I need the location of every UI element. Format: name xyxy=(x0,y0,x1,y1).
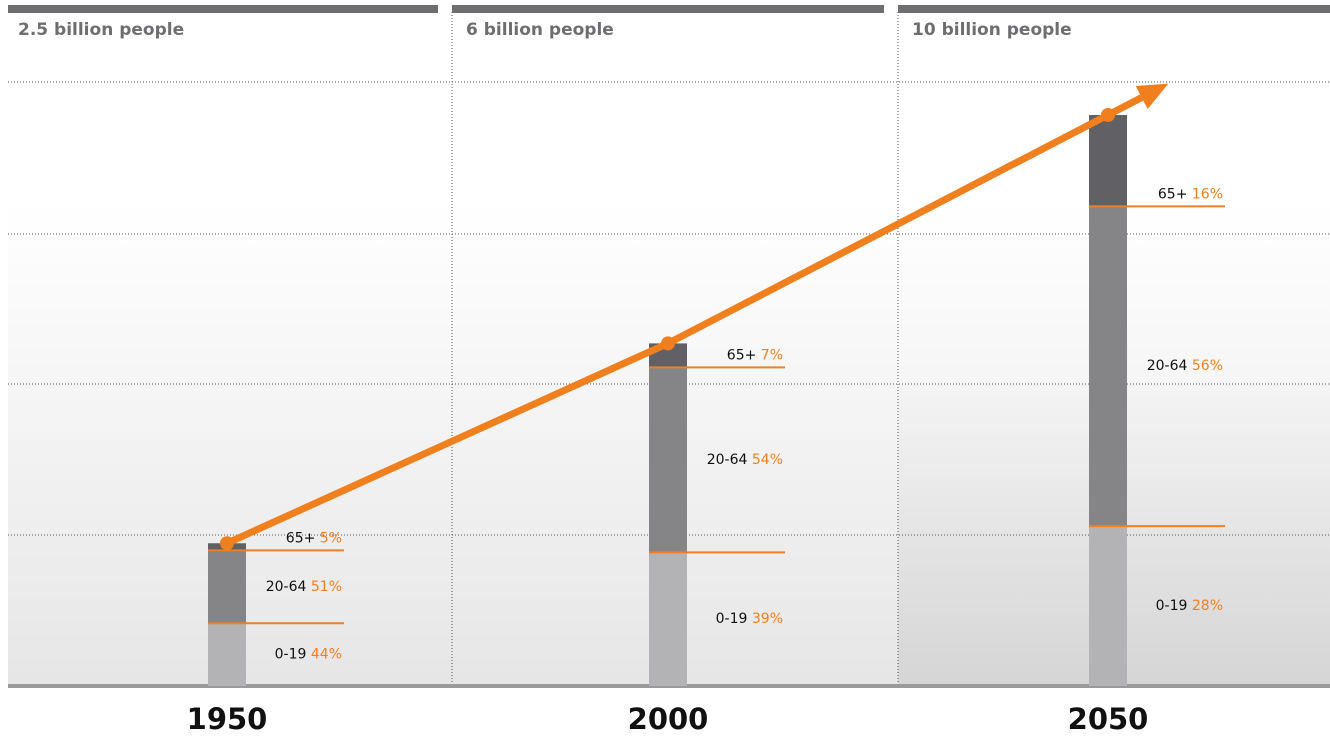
column-header: 2.5 billion people xyxy=(18,20,184,40)
segment-label: 0-19 39% xyxy=(716,611,783,627)
segment-name: 65+ xyxy=(1158,186,1188,202)
x-tick-label: 2000 xyxy=(628,702,709,736)
segment-value: 54% xyxy=(752,452,783,468)
segment-label: 20-64 51% xyxy=(266,579,342,595)
column-header: 10 billion people xyxy=(912,20,1072,40)
segment-name: 0-19 xyxy=(1156,598,1188,614)
segment-label: 65+ 16% xyxy=(1158,186,1223,202)
trend-point xyxy=(220,536,234,551)
bar-segment xyxy=(208,550,246,624)
segment-value: 5% xyxy=(320,530,342,546)
x-tick-label: 1950 xyxy=(187,702,268,736)
segment-value: 56% xyxy=(1192,358,1223,374)
segment-label: 20-64 56% xyxy=(1147,358,1223,374)
segment-label: 0-19 44% xyxy=(275,647,342,663)
segment-value: 16% xyxy=(1192,186,1223,202)
column-header: 6 billion people xyxy=(466,20,614,40)
trend-point xyxy=(1101,108,1115,122)
segment-label: 65+ 7% xyxy=(727,347,783,363)
bar-segment xyxy=(1089,526,1127,686)
bar-segment xyxy=(649,367,687,553)
bar-segment xyxy=(208,623,246,686)
segment-name: 65+ xyxy=(727,347,757,363)
segment-name: 20-64 xyxy=(266,579,307,595)
segment-name: 0-19 xyxy=(716,611,748,627)
segment-value: 28% xyxy=(1192,598,1223,614)
segment-value: 51% xyxy=(311,579,342,595)
segment-value: 39% xyxy=(752,611,783,627)
segment-name: 65+ xyxy=(286,530,316,546)
trend-point xyxy=(661,336,675,351)
x-tick-label: 2050 xyxy=(1068,702,1149,736)
segment-label: 65+ 5% xyxy=(286,530,342,546)
header-bar xyxy=(898,5,1330,13)
segment-value: 7% xyxy=(761,347,783,363)
segment-value: 44% xyxy=(311,647,342,663)
header-bar xyxy=(8,5,438,13)
segment-name: 20-64 xyxy=(707,452,748,468)
segment-name: 0-19 xyxy=(275,647,307,663)
bar-segment xyxy=(1089,115,1127,207)
bar-segment xyxy=(649,552,687,686)
header-bar xyxy=(452,5,884,13)
bar-segment xyxy=(1089,206,1127,527)
segment-name: 20-64 xyxy=(1147,358,1188,374)
arrow-head xyxy=(1135,83,1169,110)
segment-label: 20-64 54% xyxy=(707,452,783,468)
segment-label: 0-19 28% xyxy=(1156,598,1223,614)
